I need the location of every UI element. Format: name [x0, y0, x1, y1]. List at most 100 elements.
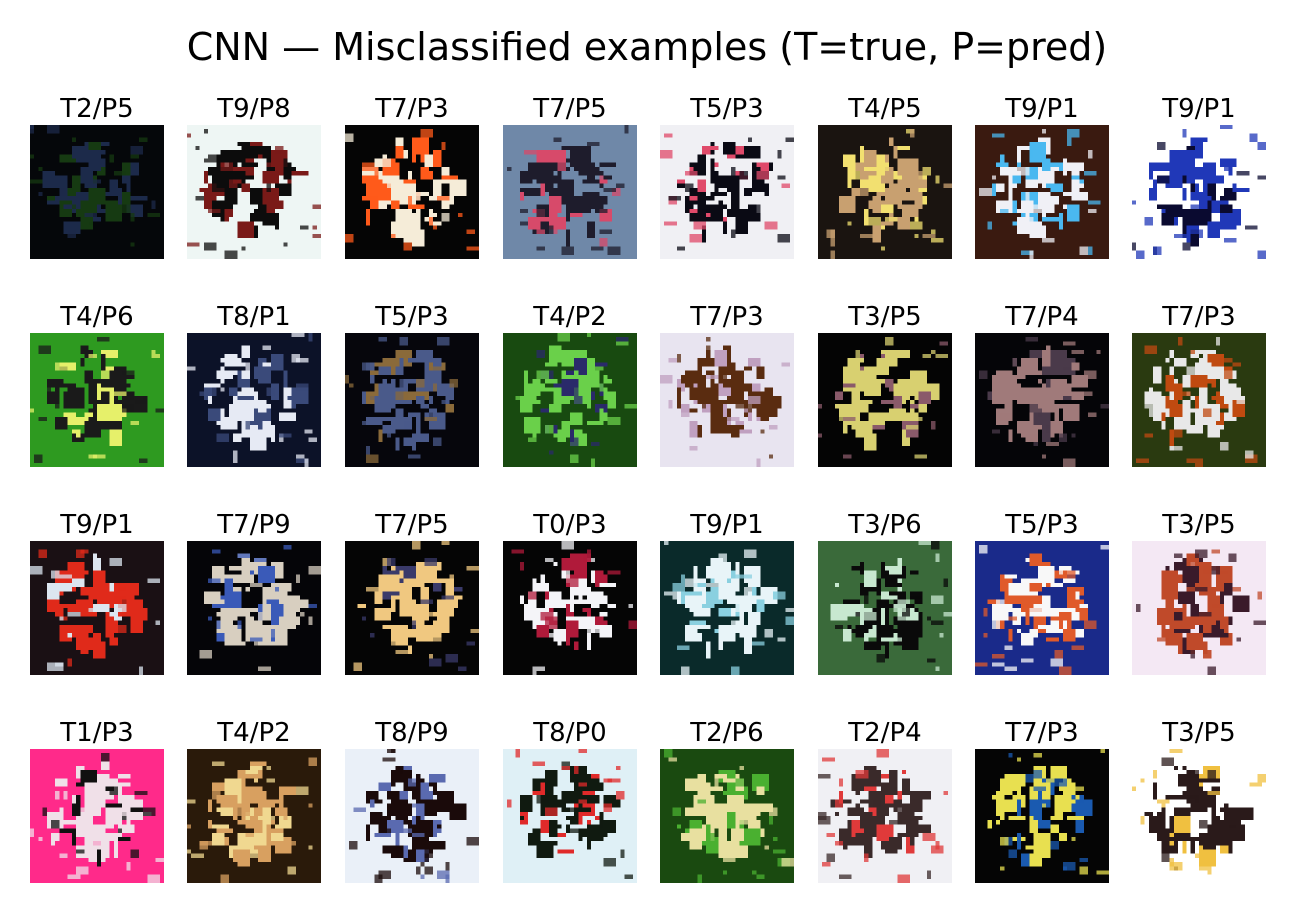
thumbnail-pixel: [710, 420, 727, 434]
example-thumbnail: [345, 125, 479, 259]
thumbnail-pixel: [101, 349, 118, 359]
thumbnail-pixel: [117, 832, 123, 837]
thumbnail-pixel: [1029, 853, 1042, 867]
thumbnail-pixel: [391, 379, 396, 388]
thumbnail-noise: [274, 587, 280, 592]
thumbnail-noise: [249, 637, 263, 642]
thumbnail-pixel: [412, 433, 429, 442]
thumbnail-noise: [722, 853, 736, 863]
thumbnail-noise: [55, 404, 60, 409]
thumbnail-noise: [38, 345, 51, 354]
thumbnail-noise: [155, 857, 164, 863]
thumbnail-pixel: [701, 803, 707, 816]
thumbnail-pixel: [1161, 570, 1174, 588]
thumbnail-pixel: [432, 803, 438, 816]
thumbnail-pixel: [1008, 816, 1026, 821]
thumbnail-pixel: [722, 404, 727, 417]
thumbnail-pixel: [1161, 807, 1166, 821]
example-cell: T2/P4: [818, 718, 952, 883]
thumbnail-pixel: [599, 811, 604, 821]
thumbnail-noise: [470, 628, 479, 634]
thumbnail-pixel: [283, 616, 301, 625]
example-thumbnail: [975, 541, 1109, 675]
thumbnail-pixel: [1004, 574, 1017, 579]
thumbnail-pixel: [407, 171, 412, 180]
thumbnail-noise: [345, 374, 350, 384]
thumbnail-pixel: [249, 765, 263, 770]
thumbnail-noise: [203, 129, 208, 134]
thumbnail-noise: [731, 666, 740, 675]
thumbnail-noise: [991, 620, 1001, 629]
thumbnail-pixel: [855, 790, 860, 796]
thumbnail-pixel: [1042, 225, 1047, 234]
thumbnail-pixel: [718, 608, 732, 617]
thumbnail-pixel: [407, 379, 417, 384]
example-thumbnail: [503, 541, 637, 675]
thumbnail-pixel: [834, 811, 839, 816]
thumbnail-noise: [1194, 587, 1208, 592]
thumbnail-pixel: [676, 183, 686, 188]
thumbnail-noise: [599, 820, 604, 829]
thumbnail-noise: [130, 212, 135, 222]
thumbnail-pixel: [1203, 641, 1208, 655]
thumbnail-pixel: [1161, 416, 1166, 430]
thumbnail-pixel: [249, 807, 254, 816]
example-cell: T7/P5: [503, 94, 637, 259]
thumbnail-pixel: [1054, 582, 1063, 588]
thumbnail-pixel: [245, 574, 254, 583]
thumbnail-pixel: [1186, 633, 1204, 650]
thumbnail-noise: [412, 832, 425, 837]
thumbnail-pixel: [101, 420, 106, 430]
thumbnail-pixel: [416, 192, 429, 197]
thumbnail-pixel: [233, 166, 250, 172]
thumbnail-pixel: [420, 587, 429, 604]
thumbnail-pixel: [1190, 587, 1195, 604]
thumbnail-noise: [838, 395, 844, 400]
thumbnail-noise: [63, 790, 68, 800]
thumbnail-pixel: [224, 591, 242, 608]
thumbnail-pixel: [391, 845, 408, 850]
thumbnail-pixel: [254, 145, 271, 155]
thumbnail-pixel: [1182, 832, 1191, 842]
thumbnail-pixel: [1062, 628, 1076, 642]
thumbnail-noise: [30, 125, 35, 134]
thumbnail-pixel: [747, 408, 753, 421]
thumbnail-pixel: [532, 420, 537, 438]
thumbnail-pixel: [1182, 208, 1199, 226]
thumbnail-noise: [768, 816, 774, 825]
thumbnail-noise: [935, 666, 940, 671]
thumbnail-noise: [266, 183, 271, 192]
thumbnail-noise: [147, 578, 160, 583]
thumbnail-noise: [995, 599, 1005, 608]
thumbnail-pixel: [274, 807, 288, 816]
thumbnail-noise: [138, 666, 144, 675]
thumbnail-pixel: [207, 395, 213, 405]
thumbnail-pixel: [245, 400, 259, 409]
thumbnail-noise: [1186, 458, 1195, 463]
thumbnail-pixel: [55, 778, 68, 787]
thumbnail-pixel: [1008, 429, 1013, 442]
thumbnail-pixel: [1071, 171, 1080, 176]
thumbnail-pixel: [224, 196, 234, 213]
example-thumbnail: [30, 125, 164, 259]
thumbnail-pixel: [872, 196, 881, 213]
thumbnail-noise: [1058, 420, 1063, 426]
thumbnail-noise: [532, 761, 545, 766]
thumbnail-pixel: [1012, 175, 1022, 184]
thumbnail-noise: [752, 870, 757, 875]
thumbnail-noise: [599, 383, 604, 392]
thumbnail-pixel: [570, 179, 575, 197]
thumbnail-noise: [76, 849, 85, 854]
thumbnail-noise: [220, 874, 229, 883]
thumbnail-pixel: [693, 566, 698, 583]
thumbnail-noise: [1224, 370, 1233, 380]
thumbnail-noise: [1219, 125, 1233, 130]
thumbnail-pixel: [245, 408, 254, 413]
thumbnail-noise: [258, 666, 271, 671]
thumbnail-pixel: [838, 196, 856, 213]
thumbnail-noise: [764, 221, 778, 230]
thumbnail-pixel: [1173, 828, 1183, 833]
thumbnail-noise: [199, 649, 213, 659]
thumbnail-noise: [991, 133, 1005, 138]
thumbnail-noise: [756, 204, 761, 213]
